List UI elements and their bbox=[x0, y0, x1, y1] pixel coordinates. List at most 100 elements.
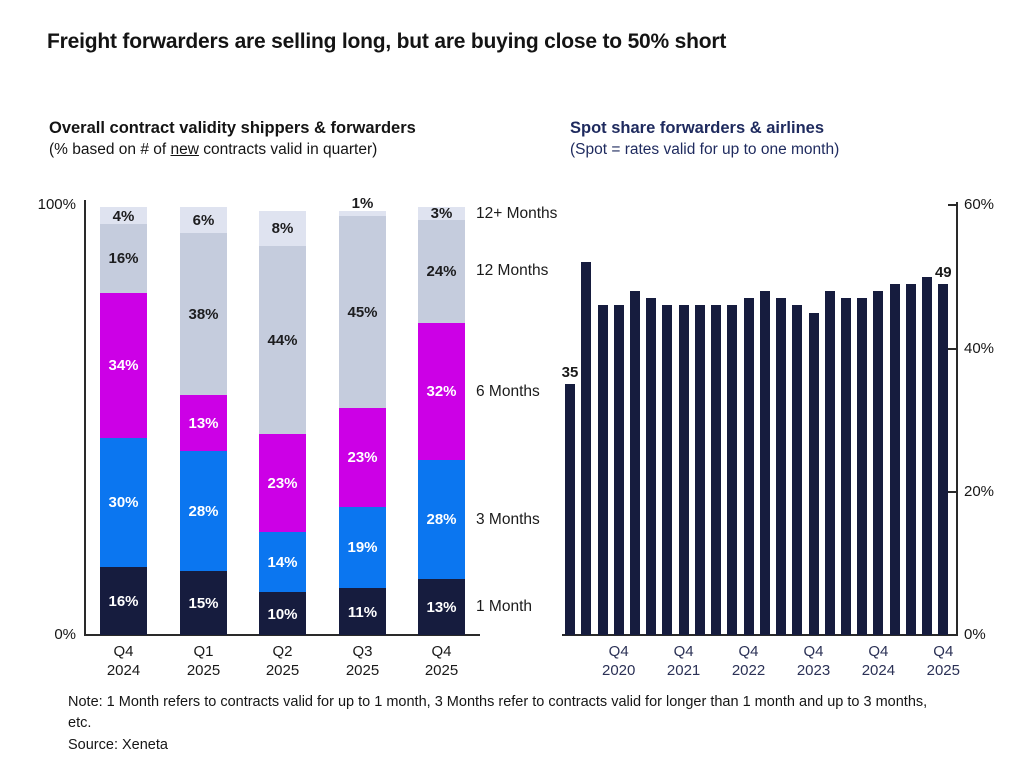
spot-bar bbox=[792, 305, 803, 635]
x-tick-label: Q3 2025 bbox=[338, 643, 388, 681]
spot-bar bbox=[727, 305, 738, 635]
series-label-3-months: 3 Months bbox=[476, 511, 540, 528]
bar-segment-label: 38% bbox=[188, 306, 219, 323]
x-tick-line: Q4 bbox=[803, 643, 824, 660]
x-tick-label: Q4 2023 bbox=[789, 643, 839, 681]
x-tick-line: Q3 bbox=[352, 643, 373, 660]
subtitle-suffix: contracts valid in quarter) bbox=[198, 141, 378, 159]
x-tick-label: Q4 2025 bbox=[417, 643, 467, 681]
bar-segment bbox=[339, 211, 386, 216]
left-y-tick-0: 0% bbox=[54, 626, 76, 643]
spot-bar bbox=[629, 291, 640, 635]
x-tick-label: Q1 2025 bbox=[179, 643, 229, 681]
bar-segment-label: 30% bbox=[108, 494, 139, 512]
bar-segment-label: 4% bbox=[112, 207, 135, 225]
x-tick-line: 2025 bbox=[186, 661, 221, 679]
bar-segment-label: 6% bbox=[192, 211, 215, 229]
bar-segment bbox=[418, 207, 465, 220]
spot-bar bbox=[824, 291, 835, 635]
bar-segment bbox=[339, 215, 386, 409]
bar-segment-label: 19% bbox=[347, 539, 378, 557]
bar-segment bbox=[259, 592, 306, 635]
x-tick-line: Q4 bbox=[738, 643, 759, 660]
right-y-tick-20: 20% bbox=[964, 483, 995, 500]
spot-share-plot: 35 49 bbox=[562, 205, 956, 635]
x-tick-label: Q4 2021 bbox=[659, 643, 709, 681]
bar-segment-label: 23% bbox=[267, 475, 298, 493]
contract-validity-subtitle: (% based on # of new contracts valid in … bbox=[49, 140, 416, 160]
spot-share-heading: Spot share forwarders & airlines (Spot =… bbox=[570, 118, 839, 161]
x-tick-line: Q4 bbox=[113, 643, 134, 660]
x-tick-line: 2024 bbox=[861, 661, 896, 679]
right-y-tick-mark bbox=[948, 204, 956, 206]
bar-segment-label: 1% bbox=[351, 195, 374, 213]
spot-bar bbox=[743, 298, 754, 635]
bar-segment-label: 10% bbox=[267, 605, 298, 623]
bar-value-label: 49 bbox=[934, 263, 952, 281]
bar-segment bbox=[100, 566, 147, 635]
stacked-bar: 15% 28% 13% 38% 6% bbox=[180, 207, 227, 635]
spot-bar bbox=[678, 305, 689, 635]
subtitle-underlined-word: new bbox=[170, 141, 199, 159]
bar-segment bbox=[100, 224, 147, 293]
bar-segment-label: 11% bbox=[347, 603, 378, 621]
bar-segment bbox=[339, 408, 386, 507]
x-tick-line: 2021 bbox=[666, 661, 701, 679]
spot-bar bbox=[922, 276, 933, 635]
bar-segment bbox=[180, 451, 227, 571]
x-tick-label: Q4 2024 bbox=[99, 643, 149, 681]
bar-segment bbox=[418, 579, 465, 635]
bar-segment-label: 32% bbox=[426, 383, 457, 400]
bar-segment bbox=[339, 587, 386, 635]
spot-bar bbox=[840, 298, 851, 635]
x-tick-line: 2024 bbox=[106, 661, 141, 679]
spot-bar bbox=[873, 291, 884, 635]
series-label-1-month: 1 Month bbox=[476, 598, 533, 615]
bar-segment-label: 34% bbox=[108, 357, 139, 375]
x-tick-line: Q4 bbox=[933, 643, 954, 660]
bar-segment-label: 28% bbox=[188, 502, 219, 520]
bar-value-label: 35 bbox=[561, 364, 579, 382]
stacked-bar: 11% 19% 23% 45% 1% bbox=[339, 195, 386, 635]
x-tick-label: Q2 2025 bbox=[258, 643, 308, 681]
bar-segment bbox=[180, 232, 227, 396]
bar-segment-label: 16% bbox=[108, 592, 139, 610]
spot-bar bbox=[759, 291, 770, 635]
spot-bar bbox=[905, 283, 916, 635]
x-tick-line: 2025 bbox=[424, 661, 459, 679]
bar-segment bbox=[259, 211, 306, 246]
x-tick-label: Q4 2024 bbox=[853, 643, 903, 681]
x-tick-label: Q4 2022 bbox=[724, 643, 774, 681]
right-y-tick-mark bbox=[948, 491, 956, 493]
left-x-axis-line bbox=[84, 634, 480, 636]
x-tick-line: 2023 bbox=[796, 661, 831, 679]
series-label-6-months: 6 Months bbox=[476, 383, 540, 400]
stacked-bar: 10% 14% 23% 44% 8% bbox=[259, 207, 306, 635]
bar-segment-label: 16% bbox=[108, 250, 139, 268]
contract-validity-heading: Overall contract validity shippers & for… bbox=[49, 118, 416, 161]
series-label-12plus-months: 12+ Months bbox=[476, 205, 558, 222]
x-tick-line: Q4 bbox=[673, 643, 694, 660]
contract-validity-title: Overall contract validity shippers & for… bbox=[49, 119, 416, 137]
x-tick-label: Q4 2025 bbox=[918, 643, 968, 681]
bar-segment-label: 23% bbox=[347, 449, 378, 467]
bar-segment-label: 15% bbox=[188, 594, 219, 612]
right-y-tick-60: 60% bbox=[964, 196, 995, 213]
right-y-tick-40: 40% bbox=[964, 340, 995, 357]
bar-segment-label: 8% bbox=[271, 220, 294, 238]
x-tick-line: 2025 bbox=[265, 661, 300, 679]
bar-segment bbox=[259, 433, 306, 533]
spot-bar bbox=[938, 283, 949, 635]
bar-segment-label: 3% bbox=[430, 205, 453, 223]
x-tick-line: Q1 bbox=[193, 643, 214, 660]
x-tick-line: 2020 bbox=[602, 661, 636, 679]
right-y-axis-line bbox=[956, 202, 958, 636]
page-title: Freight forwarders are selling long, but… bbox=[47, 30, 727, 53]
spot-share-subtitle: (Spot = rates valid for up to one month) bbox=[570, 141, 840, 159]
left-y-tick-100: 100% bbox=[37, 196, 76, 213]
subtitle-prefix: (% based on # of bbox=[49, 141, 171, 159]
left-y-axis-line bbox=[84, 200, 86, 636]
x-tick-line: Q4 bbox=[608, 643, 629, 660]
bar-segment-label: 13% bbox=[188, 415, 219, 433]
